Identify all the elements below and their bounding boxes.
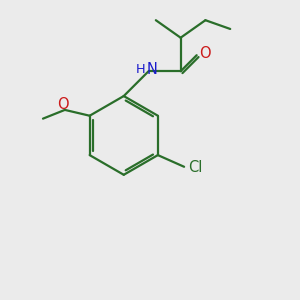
Text: O: O bbox=[57, 97, 69, 112]
Text: N: N bbox=[147, 62, 158, 77]
Text: H: H bbox=[136, 63, 145, 76]
Text: O: O bbox=[200, 46, 211, 61]
Text: Cl: Cl bbox=[188, 160, 202, 175]
